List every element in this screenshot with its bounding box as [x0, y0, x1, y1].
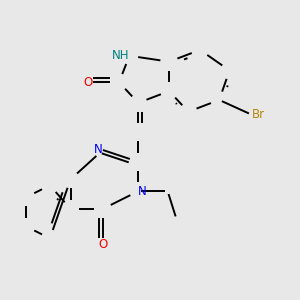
Text: NH: NH: [112, 49, 129, 62]
Text: O: O: [83, 76, 93, 89]
Text: Br: Br: [252, 108, 265, 121]
Text: O: O: [98, 238, 107, 251]
Text: N: N: [138, 185, 147, 198]
Text: N: N: [94, 143, 103, 157]
